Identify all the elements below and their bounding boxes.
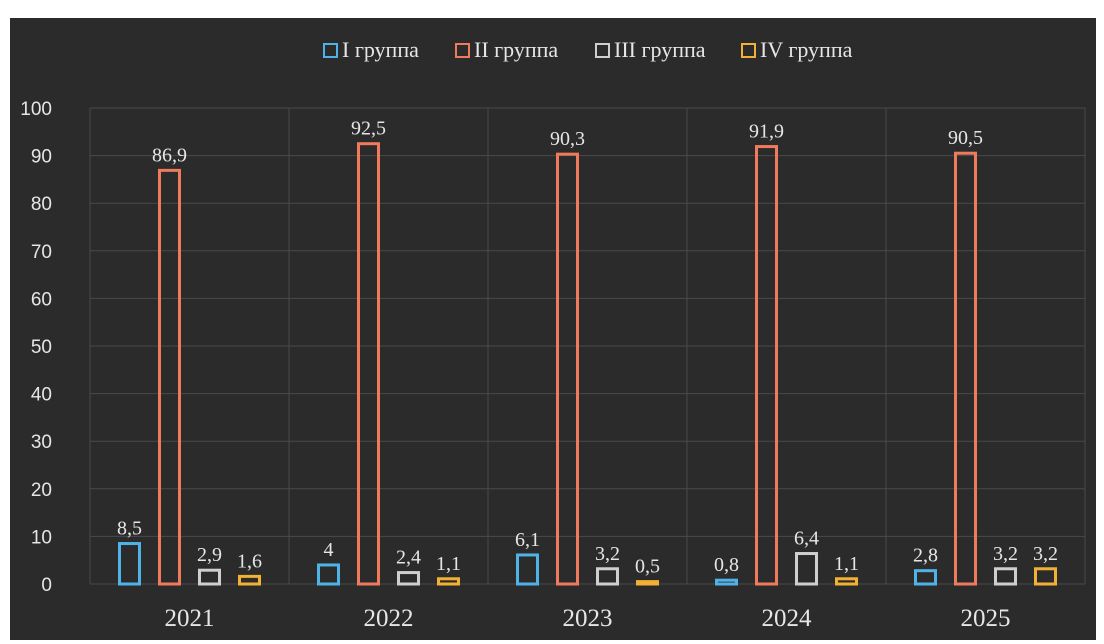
bar bbox=[596, 567, 619, 586]
data-label: 3,2 bbox=[595, 543, 620, 565]
data-labels-layer: 8,5 86,9 2,9 1,6 4 92,5 2,4 1,1 6,1 90,3 3,2 0,5 0,8… bbox=[117, 118, 1058, 578]
bar bbox=[715, 578, 738, 586]
bar bbox=[437, 577, 460, 586]
bar bbox=[755, 145, 778, 586]
y-tick-label: 20 bbox=[31, 480, 52, 501]
data-label: 3,2 bbox=[993, 543, 1018, 565]
data-label: 6,4 bbox=[794, 528, 819, 550]
y-tick-label: 100 bbox=[20, 99, 52, 120]
legend-swatch bbox=[455, 43, 470, 58]
bar bbox=[317, 563, 340, 586]
y-tick-label: 80 bbox=[31, 194, 52, 215]
bar bbox=[118, 542, 141, 586]
legend-swatch bbox=[741, 43, 756, 58]
bar bbox=[238, 574, 261, 586]
x-axis: 2021 2022 2023 2024 2025 bbox=[165, 605, 1011, 632]
bar bbox=[795, 552, 818, 586]
data-label: 6,1 bbox=[515, 529, 540, 551]
legend-swatch bbox=[323, 43, 338, 58]
x-tick-label: 2025 bbox=[961, 605, 1011, 632]
bar bbox=[158, 168, 181, 586]
data-label: 3,2 bbox=[1033, 543, 1058, 565]
x-tick-label: 2024 bbox=[762, 605, 813, 632]
y-axis: 0 10 20 30 40 50 60 70 80 90 100 bbox=[20, 99, 52, 596]
data-label: 91,9 bbox=[749, 121, 784, 143]
data-label: 2,9 bbox=[197, 544, 222, 566]
data-label: 90,3 bbox=[550, 128, 585, 150]
legend-label: III группа bbox=[614, 37, 706, 62]
bar bbox=[516, 553, 539, 586]
y-tick-label: 40 bbox=[31, 385, 52, 406]
data-label: 92,5 bbox=[351, 118, 386, 140]
bar bbox=[1034, 567, 1057, 586]
x-tick-label: 2021 bbox=[165, 605, 215, 632]
data-label: 1,1 bbox=[834, 553, 859, 575]
bar bbox=[198, 568, 221, 586]
x-tick-label: 2023 bbox=[563, 605, 613, 632]
bar bbox=[954, 151, 977, 586]
data-label: 1,6 bbox=[237, 550, 262, 572]
data-label: 2,4 bbox=[396, 547, 421, 569]
bar bbox=[397, 571, 420, 586]
legend: I группа II группа III группа IV группа bbox=[323, 37, 853, 62]
bar bbox=[835, 577, 858, 586]
y-tick-label: 90 bbox=[31, 147, 52, 168]
y-tick-label: 0 bbox=[41, 575, 52, 596]
grid-layer bbox=[89, 107, 1086, 585]
y-tick-label: 10 bbox=[31, 527, 52, 548]
bar bbox=[357, 142, 380, 586]
data-label: 8,5 bbox=[117, 518, 142, 540]
y-tick-label: 60 bbox=[31, 289, 52, 310]
bar-chart: 0 10 20 30 40 50 60 70 80 90 100 8,5 86,9 2,9 1,6 4 92,… bbox=[20, 37, 1086, 632]
data-label: 86,9 bbox=[152, 144, 187, 166]
bars-layer bbox=[118, 142, 1057, 586]
data-label: 4 bbox=[324, 539, 334, 561]
data-label: 0,8 bbox=[714, 554, 739, 576]
y-tick-label: 70 bbox=[31, 242, 52, 263]
bar bbox=[914, 569, 937, 586]
x-tick-label: 2022 bbox=[364, 605, 414, 632]
data-label: 1,1 bbox=[436, 553, 461, 575]
data-label: 90,5 bbox=[948, 127, 983, 149]
legend-label: II группа bbox=[474, 37, 558, 62]
chart-panel: 0 10 20 30 40 50 60 70 80 90 100 8,5 86,9 2,9 1,6 4 92,… bbox=[10, 18, 1096, 640]
data-label: 0,5 bbox=[635, 556, 660, 578]
bar bbox=[994, 567, 1017, 586]
bar bbox=[636, 580, 659, 586]
y-tick-label: 50 bbox=[31, 337, 52, 358]
data-label: 2,8 bbox=[913, 545, 938, 567]
legend-swatch bbox=[595, 43, 610, 58]
bar bbox=[556, 152, 579, 586]
legend-label: I группа bbox=[342, 37, 419, 62]
legend-label: IV группа bbox=[760, 37, 853, 62]
y-tick-label: 30 bbox=[31, 432, 52, 453]
